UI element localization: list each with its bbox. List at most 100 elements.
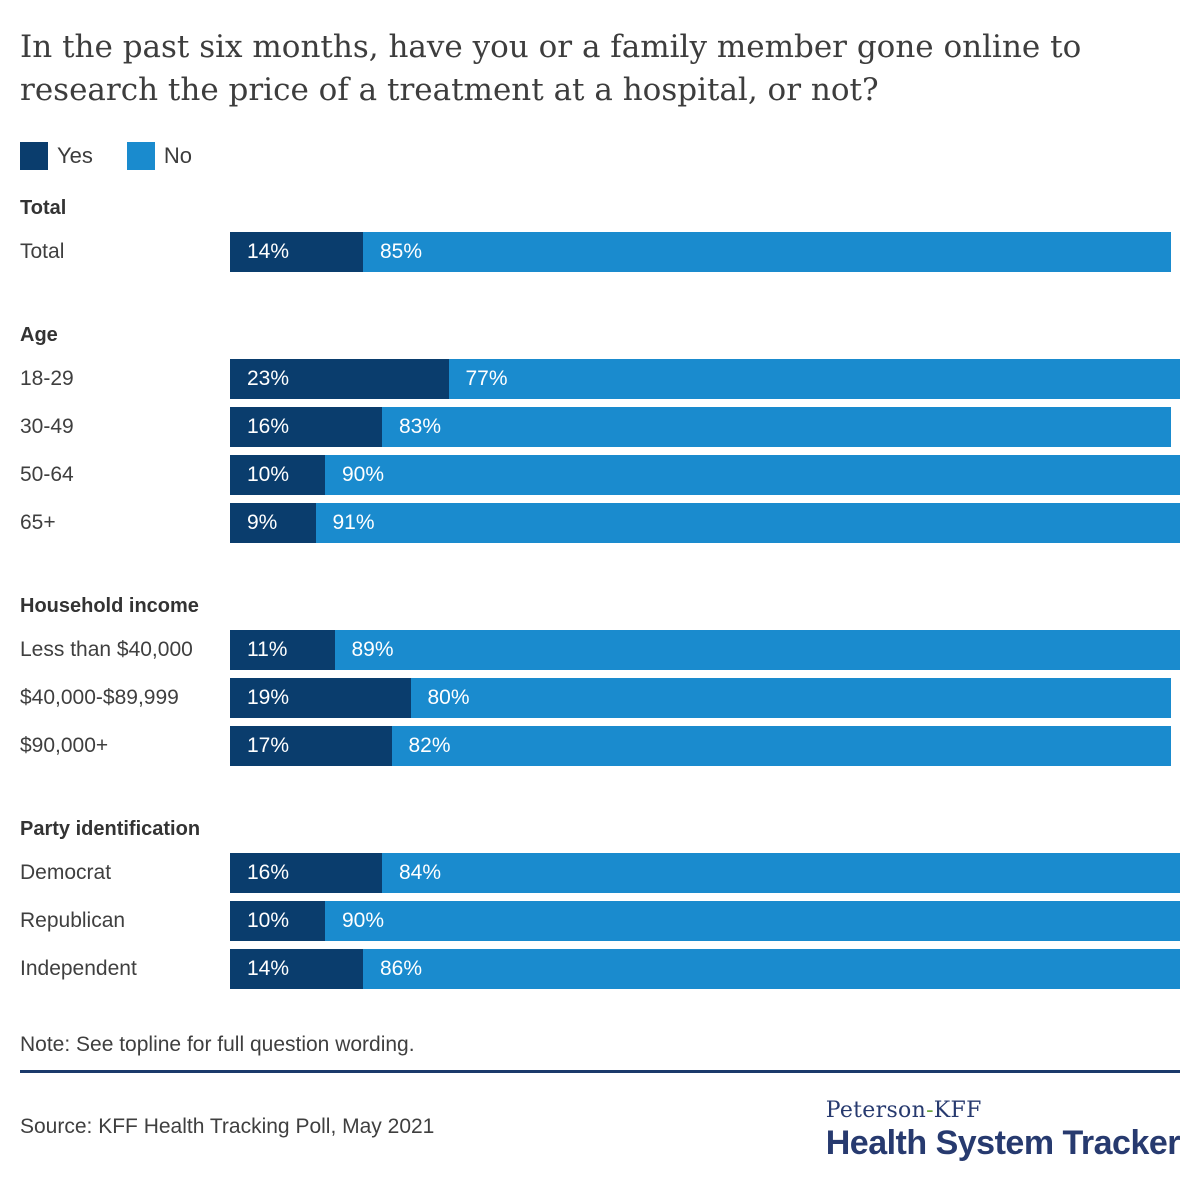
source-text: Source: KFF Health Tracking Poll, May 20… — [20, 1115, 435, 1138]
bar-track: 9% 91% — [230, 503, 1180, 543]
group-heading: Household income — [20, 595, 199, 617]
bar-segment-yes[interactable]: 17% — [230, 726, 392, 766]
logo-brand-line: Peterson-KFF — [826, 1099, 1180, 1123]
logo-kff-text: KFF — [933, 1098, 982, 1123]
bar-track: 16% 84% — [230, 853, 1180, 893]
bar-segment-yes[interactable]: 10% — [230, 901, 325, 941]
bar-value-label: 10% — [247, 909, 290, 932]
bar-segment-yes[interactable]: 14% — [230, 232, 363, 272]
bar-segment-no[interactable]: 85% — [363, 232, 1171, 272]
logo-hyphen: - — [926, 1098, 934, 1123]
row-label: $40,000-$89,999 — [20, 686, 179, 709]
bar-segment-yes[interactable]: 23% — [230, 359, 449, 399]
bar-track: 11% 89% — [230, 630, 1180, 670]
bar-segment-no[interactable]: 86% — [363, 949, 1180, 989]
bar-row: Republican 10% 90% — [20, 901, 1180, 941]
bar-value-label: 11% — [247, 638, 288, 661]
bar-value-label: 16% — [247, 861, 290, 884]
group-heading: Total — [20, 197, 67, 219]
legend-swatch-yes — [20, 142, 48, 170]
chart-title-line1: In the past six months, have you or a fa… — [20, 29, 1082, 65]
bar-row: 18-29 23% 77% — [20, 359, 1180, 399]
footer: Source: KFF Health Tracking Poll, May 20… — [20, 1099, 1181, 1163]
legend-item-yes: Yes — [20, 142, 93, 170]
bar-segment-yes[interactable]: 9% — [230, 503, 316, 543]
group-heading: Age — [20, 324, 58, 346]
bar-row: $90,000+ 17% 82% — [20, 726, 1180, 766]
bar-value-label: 91% — [332, 511, 375, 534]
row-label: Total — [20, 240, 65, 263]
row-label: Democrat — [20, 861, 112, 884]
legend-swatch-no — [126, 142, 155, 170]
bar-segment-no[interactable]: 91% — [315, 503, 1180, 543]
bar-value-label: 89% — [351, 638, 394, 661]
bar-value-label: 10% — [247, 463, 290, 486]
row-label: 65+ — [20, 511, 56, 534]
row-label: Less than $40,000 — [20, 638, 193, 661]
bar-value-label: 14% — [247, 240, 290, 263]
bar-row: Independent 14% 86% — [20, 949, 1180, 989]
bar-track: 14% 86% — [230, 949, 1180, 989]
bar-segment-no[interactable]: 77% — [448, 359, 1180, 399]
bar-segment-no[interactable]: 82% — [391, 726, 1171, 766]
bar-segment-no[interactable]: 90% — [325, 901, 1180, 941]
bar-track: 16% 83% — [230, 407, 1180, 447]
bar-value-label: 14% — [247, 957, 290, 980]
bar-segment-no[interactable]: 89% — [334, 630, 1180, 670]
peterson-kff-logo: Peterson-KFF Health System Tracker — [826, 1099, 1181, 1163]
chart-title-line2: research the price of a treatment at a h… — [20, 72, 879, 108]
row-label: Republican — [20, 909, 126, 932]
bar-value-label: 16% — [247, 415, 290, 438]
bar-track: 10% 90% — [230, 901, 1180, 941]
row-label: 50-64 — [20, 463, 74, 486]
bar-value-label: 77% — [465, 367, 508, 390]
bar-segment-no[interactable]: 90% — [325, 455, 1180, 495]
bar-track: 17% 82% — [230, 726, 1180, 766]
bar-value-label: 9% — [247, 511, 278, 534]
logo-peterson-text: Peterson — [825, 1098, 927, 1123]
row-label: 30-49 — [20, 415, 74, 438]
bar-segment-no[interactable]: 80% — [410, 678, 1171, 718]
bar-segment-yes[interactable]: 16% — [230, 853, 382, 893]
group-age: Age 18-29 23% 77% 30-49 16% 83% 50-64 10… — [20, 324, 1180, 543]
bar-value-label: 86% — [380, 957, 423, 980]
bar-row: $40,000-$89,999 19% 80% — [20, 678, 1180, 718]
footer-divider — [20, 1070, 1180, 1073]
bar-track: 19% 80% — [230, 678, 1180, 718]
bar-row: Democrat 16% 84% — [20, 853, 1180, 893]
chart-title: In the past six months, have you or a fa… — [20, 26, 1180, 112]
bar-row: 50-64 10% 90% — [20, 455, 1180, 495]
bar-segment-yes[interactable]: 14% — [230, 949, 363, 989]
bar-track: 14% 85% — [230, 232, 1180, 272]
bar-track: 23% 77% — [230, 359, 1180, 399]
group-total: Total Total 14% 85% — [20, 197, 1180, 272]
bar-value-label: 90% — [342, 909, 385, 932]
bar-value-label: 90% — [342, 463, 385, 486]
bar-track: 10% 90% — [230, 455, 1180, 495]
group-party-identification: Party identification Democrat 16% 84% Re… — [20, 818, 1180, 989]
legend: Yes No — [20, 142, 1180, 170]
legend-label-yes: Yes — [57, 143, 93, 168]
row-label: Independent — [20, 957, 137, 980]
bar-value-label: 82% — [408, 734, 451, 757]
bar-segment-yes[interactable]: 16% — [230, 407, 382, 447]
bar-segment-no[interactable]: 84% — [382, 853, 1180, 893]
bar-row: 65+ 9% 91% — [20, 503, 1180, 543]
bar-segment-yes[interactable]: 19% — [230, 678, 411, 718]
bar-value-label: 80% — [427, 686, 470, 709]
bar-value-label: 83% — [399, 415, 442, 438]
bar-segment-yes[interactable]: 10% — [230, 455, 325, 495]
legend-label-no: No — [163, 143, 193, 168]
group-heading: Party identification — [20, 818, 201, 840]
bar-value-label: 19% — [247, 686, 290, 709]
bar-row: Less than $40,000 11% 89% — [20, 630, 1180, 670]
bar-value-label: 23% — [247, 367, 290, 390]
bar-segment-no[interactable]: 83% — [382, 407, 1171, 447]
note-text: Note: See topline for full question word… — [20, 1033, 415, 1056]
row-label: 18-29 — [20, 367, 74, 390]
bar-segment-yes[interactable]: 11% — [230, 630, 335, 670]
bar-value-label: 84% — [399, 861, 442, 884]
legend-item-no: No — [126, 142, 193, 170]
row-label: $90,000+ — [20, 734, 109, 757]
